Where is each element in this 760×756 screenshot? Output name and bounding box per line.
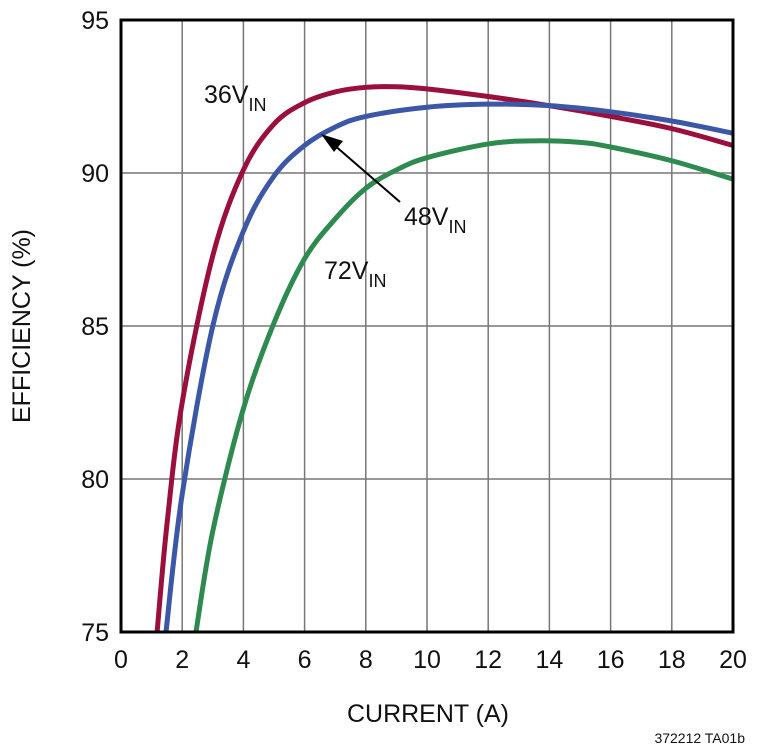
x-tick-label: 8 xyxy=(359,646,373,674)
curves xyxy=(154,84,734,633)
y-tick-label: 85 xyxy=(81,313,109,341)
tick-labels: 0 2 4 6 8 10 12 14 16 18 20 75 80 85 90 95 xyxy=(81,7,747,674)
x-tick-label: 20 xyxy=(719,646,747,674)
arrow-48v xyxy=(321,134,401,203)
x-tick-label: 14 xyxy=(535,646,563,674)
x-tick-label: 12 xyxy=(474,646,502,674)
y-tick-label: 75 xyxy=(81,619,109,647)
series-subscript: IN xyxy=(448,217,466,237)
series-name: 48V xyxy=(404,203,449,231)
series-name: 36V xyxy=(204,81,249,109)
series-subscript: IN xyxy=(368,271,386,291)
series-subscript: IN xyxy=(248,95,266,115)
series-label-72v: 72VIN xyxy=(324,257,386,291)
x-tick-label: 10 xyxy=(413,646,441,674)
arrow-head xyxy=(321,134,343,152)
series-name: 72V xyxy=(324,257,369,285)
x-tick-label: 16 xyxy=(597,646,625,674)
series-label-36v: 36VIN xyxy=(204,81,266,115)
series-label-48v: 48VIN xyxy=(404,203,466,237)
x-axis-label: CURRENT (A) xyxy=(347,700,509,728)
y-axis-label: EFFICIENCY (%) xyxy=(8,229,36,423)
arrow-shaft xyxy=(332,143,401,203)
x-tick-label: 2 xyxy=(175,646,189,674)
x-tick-label: 0 xyxy=(114,646,128,674)
series-line-48v xyxy=(163,101,734,633)
x-tick-label: 6 xyxy=(298,646,312,674)
y-tick-label: 80 xyxy=(81,466,109,494)
x-tick-label: 4 xyxy=(236,646,250,674)
series-line-72v xyxy=(193,138,734,633)
x-tick-label: 18 xyxy=(658,646,686,674)
y-tick-label: 95 xyxy=(81,7,109,35)
figure-code: 372212 TA01b xyxy=(654,730,745,746)
y-tick-label: 90 xyxy=(81,160,109,188)
plot-frame xyxy=(119,18,735,634)
